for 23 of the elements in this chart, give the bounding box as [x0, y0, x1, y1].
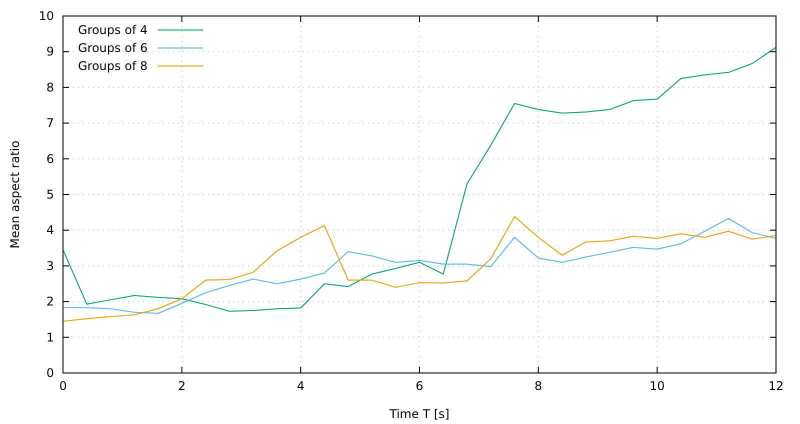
x-axis-title: Time T [s] — [388, 407, 450, 421]
y-tick-label: 7 — [46, 116, 54, 130]
y-tick-label: 8 — [46, 80, 54, 94]
y-tick-label: 9 — [46, 44, 54, 59]
x-tick-label: 10 — [650, 379, 665, 393]
y-tick-label: 3 — [46, 258, 54, 273]
y-tick-label: 4 — [46, 223, 54, 238]
y-tick-label: 2 — [46, 294, 54, 309]
legend-label: Groups of 8 — [78, 59, 148, 73]
legend-label: Groups of 4 — [78, 23, 148, 37]
x-tick-label: 6 — [416, 379, 424, 393]
y-tick-label: 10 — [38, 9, 54, 23]
legend-label: Groups of 6 — [78, 41, 148, 55]
x-tick-label: 4 — [296, 379, 304, 393]
y-axis-title: Mean aspect ratio — [8, 140, 22, 248]
x-tick-label: 2 — [178, 379, 186, 393]
x-tick-label: 8 — [534, 379, 542, 393]
y-tick-label: 1 — [46, 330, 54, 344]
x-tick-label: 12 — [768, 379, 784, 393]
x-tick-label: 0 — [59, 379, 67, 393]
y-tick-label: 0 — [46, 366, 54, 380]
y-tick-label: 6 — [46, 152, 54, 166]
y-tick-label: 5 — [46, 188, 54, 202]
